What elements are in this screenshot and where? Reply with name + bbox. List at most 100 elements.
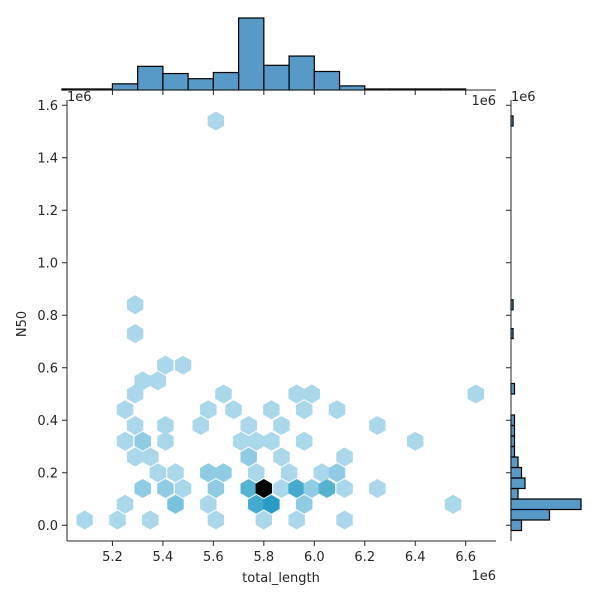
top-histogram-bar [162, 72, 189, 91]
right-histogram-bar [510, 456, 519, 469]
hexbin-cell [255, 510, 273, 530]
top-hist-x-offset-text: 1e6 [471, 94, 496, 109]
hexbin-cell [336, 510, 353, 530]
hexbin-cell [215, 463, 232, 483]
top-marginal-histogram [61, 17, 467, 91]
top-histogram-bar [288, 55, 315, 91]
right-histogram-bar [510, 498, 582, 511]
hexbin-cell [444, 494, 462, 514]
right-histogram-bar [510, 382, 516, 395]
right-histogram-bar [510, 519, 523, 532]
hexbin-cell [369, 416, 386, 435]
hexbin-cell [295, 431, 313, 451]
right-histogram-bar [510, 414, 516, 427]
hexbin-cell [116, 494, 134, 514]
hexbin-cell [192, 416, 209, 435]
hexbin-cell [467, 384, 485, 404]
hexbin-cell [109, 510, 126, 530]
hexbin-cell [200, 494, 217, 514]
hexbin-cell [255, 479, 273, 498]
x-offset-text: 1e6 [471, 569, 496, 584]
hexbin-cell [116, 431, 134, 451]
hexbin-cell [215, 384, 232, 404]
hexbin-cell [126, 295, 144, 315]
y-tick-label: 0.2 [37, 466, 58, 481]
hexbin-cell [313, 463, 331, 483]
y-tick-label: 0.4 [37, 414, 58, 429]
hexbin-cell [207, 510, 225, 530]
y-tick-label: 1.0 [37, 256, 58, 271]
hexbin-cell [167, 494, 184, 514]
hexbin-cell [134, 479, 151, 498]
hexbin-cell [134, 431, 151, 451]
y-axis-label: N50 [15, 311, 30, 337]
top-histogram-bar [263, 64, 290, 91]
right-marginal-histogram [510, 115, 582, 532]
hexbin-cell [126, 324, 144, 344]
hexbin-cell [303, 384, 321, 404]
hexbin-cell [157, 416, 174, 435]
hexbin-cell [248, 494, 265, 514]
hexbin-cell [240, 447, 257, 467]
hexbin-cell [149, 371, 167, 391]
hexbin-cell [263, 494, 280, 514]
x-tick-label: 6.4 [405, 550, 426, 565]
top-histogram-bar [137, 65, 164, 91]
top-histogram-bar [212, 71, 240, 91]
hexbin-cell [126, 416, 144, 435]
hexbin-cell [76, 510, 93, 530]
right-histogram-bar [510, 466, 523, 479]
y-offset-text: 1e6 [67, 90, 92, 105]
right-histogram-bar [510, 445, 516, 458]
hexbin-cell [295, 400, 313, 420]
hexbin-cell [167, 463, 184, 483]
hexbin-cell [225, 400, 242, 420]
hexbin-cell [407, 431, 424, 451]
hexbin-cell [248, 431, 265, 451]
right-hist-y-offset-text: 1e6 [511, 90, 536, 105]
hexbin-cell [336, 447, 353, 467]
right-histogram-bar [510, 435, 516, 448]
top-histogram-bar [187, 78, 214, 91]
top-histogram-bar [238, 17, 265, 91]
y-tick-label: 1.2 [37, 204, 58, 219]
hexbin-cell [328, 463, 346, 483]
hexbin-cell [134, 371, 151, 391]
hexbin-cell [240, 479, 257, 498]
x-tick-label: 6.6 [455, 550, 476, 565]
hexbin-cell [157, 355, 174, 375]
hexbin-cell [142, 447, 159, 467]
hexbin-cell [318, 479, 336, 498]
x-tick-label: 5.6 [203, 550, 224, 565]
hexbin-cell [336, 479, 353, 498]
hexbin-cell [280, 463, 298, 483]
hexbin-cell [232, 431, 250, 451]
y-tick-label: 1.4 [37, 151, 58, 166]
x-axis-ticks: 5.2 5.4 5.6 5.8 6.0 6.2 6.4 6.6 [102, 541, 476, 565]
hexbin-plot-area [76, 111, 485, 530]
x-tick-label: 5.4 [153, 550, 174, 565]
x-axis-label: total_length [242, 571, 320, 586]
right-histogram-bar [510, 508, 551, 521]
y-tick-label: 1.6 [37, 99, 58, 114]
x-tick-label: 5.2 [102, 550, 123, 565]
hexbin-cell [273, 416, 290, 435]
hexbin-cell [288, 479, 305, 498]
hexbin-cell [273, 479, 290, 498]
hexbin-cell [126, 384, 144, 404]
hexbin-cell [116, 400, 134, 420]
hexbin-cell [149, 463, 167, 483]
y-tick-label: 0.8 [37, 309, 58, 324]
hexbin-cell [240, 416, 257, 435]
hexbin-cell [200, 463, 217, 483]
y-tick-label: 0.0 [37, 519, 58, 534]
hexbin-cell [328, 400, 346, 420]
x-tick-label: 6.2 [354, 550, 375, 565]
hexbin-cell [273, 447, 290, 467]
hexbin-cell [174, 355, 192, 375]
hexbin-cell [142, 510, 159, 530]
top-histogram-bar [338, 85, 366, 91]
right-histogram-bar [510, 424, 516, 437]
hexbin-cell [295, 494, 313, 514]
